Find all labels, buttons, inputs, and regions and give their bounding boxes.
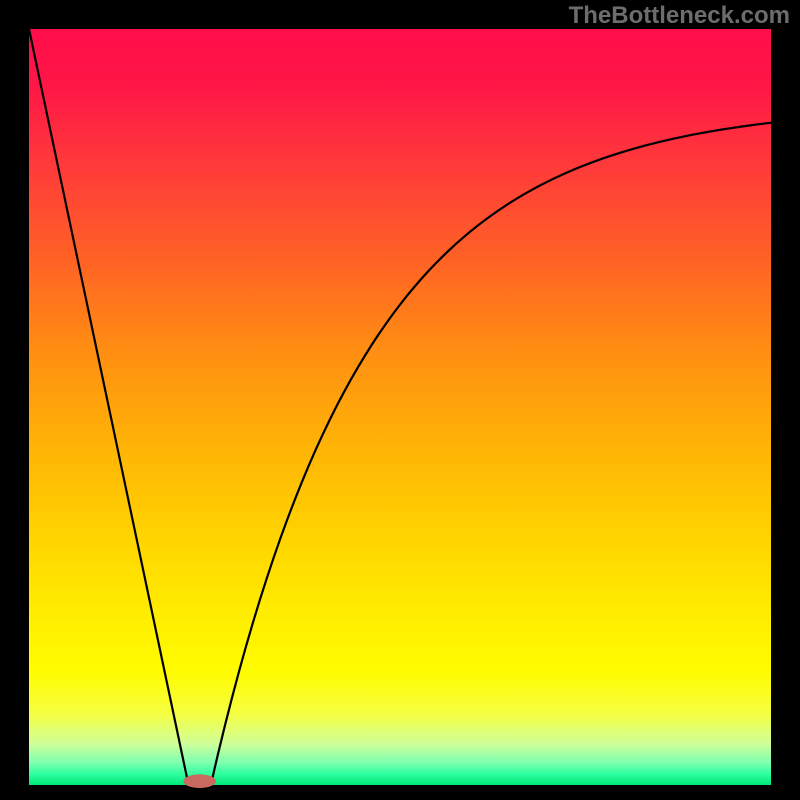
chart-svg	[0, 0, 800, 800]
watermark-text: TheBottleneck.com	[569, 2, 790, 30]
bottleneck-chart: TheBottleneck.com	[0, 0, 800, 800]
